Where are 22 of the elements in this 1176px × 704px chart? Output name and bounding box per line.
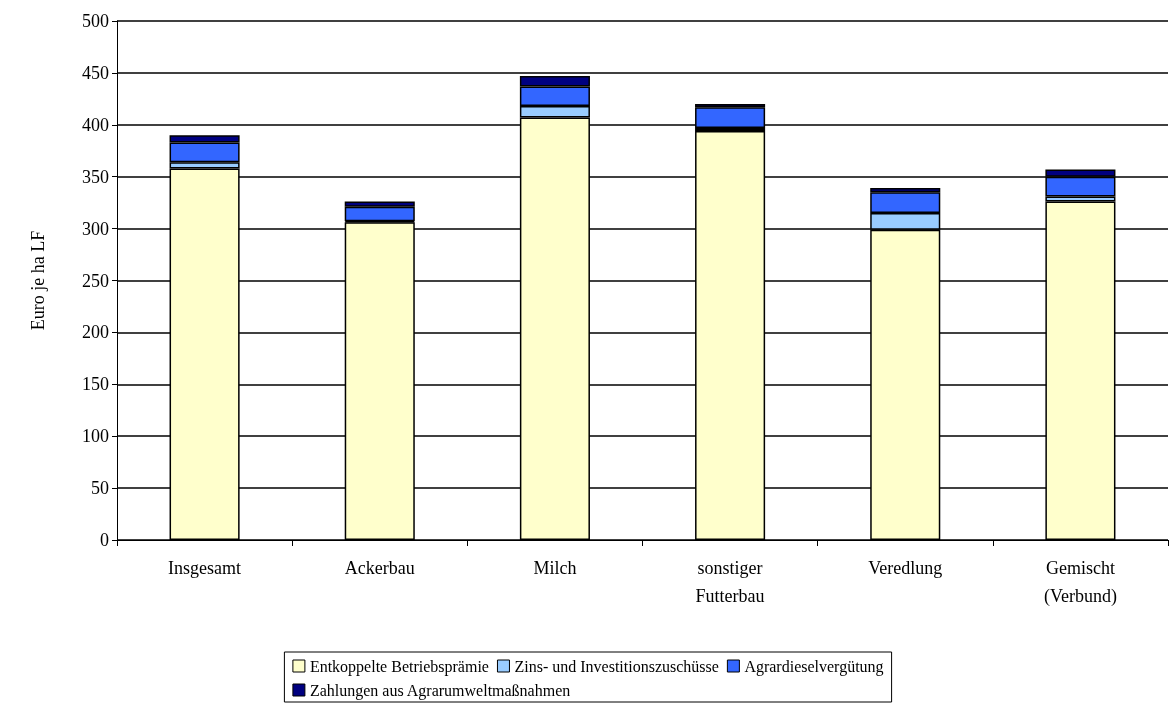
x-tick-label: Veredlung <box>868 558 943 578</box>
y-tick-label: 450 <box>82 62 109 83</box>
legend-label: Zahlungen aus Agrarumweltmaßnahmen <box>309 681 571 700</box>
y-tick-label: 350 <box>82 166 109 187</box>
y-tick-label: 100 <box>82 426 109 447</box>
y-tick-label: 500 <box>82 11 109 31</box>
x-tick-label: Gemischt (Verbund) <box>1043 558 1117 607</box>
x-tick-label: sonstiger Futterbau <box>695 558 765 606</box>
x-tick-label: Milch <box>533 558 577 578</box>
y-tick-label: 0 <box>100 530 109 550</box>
x-tick-label: Insgesamt <box>168 558 242 578</box>
y-tick-label: 300 <box>82 218 109 239</box>
y-tick-label: 50 <box>91 478 109 499</box>
legend-label: Zins- und Investitionszuschüsse <box>514 657 719 675</box>
y-tick-label: 150 <box>82 374 109 395</box>
legend-label: Entkoppelte Betriebsprämie <box>309 657 489 676</box>
y-tick-label: 250 <box>82 270 109 291</box>
y-tick-label: 200 <box>82 322 109 343</box>
y-tick-label: 400 <box>82 114 109 135</box>
x-tick-label: Ackerbau <box>344 558 415 578</box>
legend-label: Agrardieselvergütung <box>744 657 884 676</box>
y-axis-title: Euro je ha LF <box>28 230 48 331</box>
